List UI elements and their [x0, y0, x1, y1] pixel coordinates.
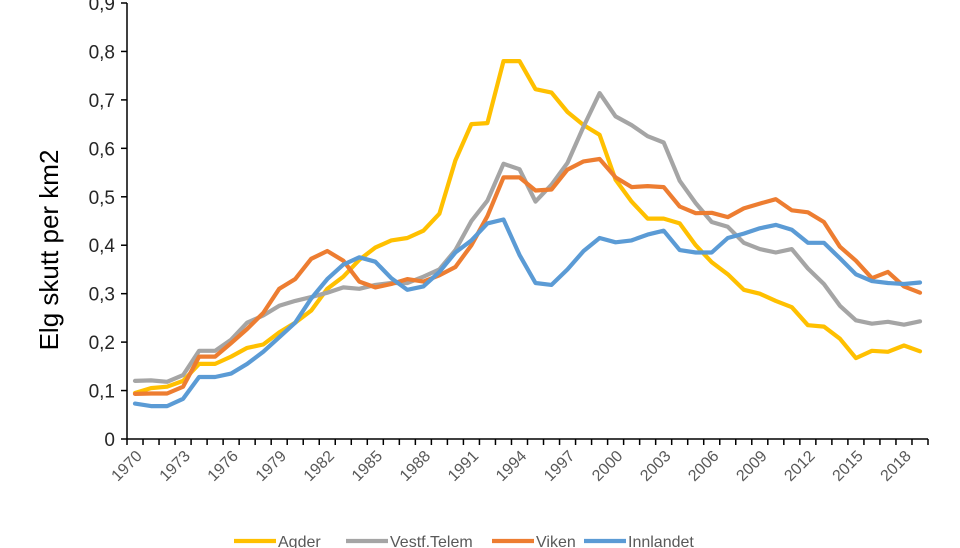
legend-label: Viken [536, 534, 576, 548]
x-tick-label: 1973 [157, 448, 194, 485]
y-tick-label: 0 [104, 430, 115, 451]
legend-item: Innlandet [584, 534, 694, 548]
x-tick-label: 1994 [493, 448, 530, 485]
axes [126, 3, 928, 440]
plot-lines [132, 58, 923, 409]
series-line-agder [132, 58, 923, 396]
x-tick-label: 1985 [349, 448, 386, 485]
series-line-viken [132, 156, 923, 396]
x-tick-label: 1997 [541, 448, 578, 485]
x-tick-label: 1982 [301, 448, 338, 485]
legend-item: Viken [492, 534, 576, 548]
x-tick-label: 1979 [253, 448, 290, 485]
y-tick-label: 0,8 [89, 42, 115, 63]
x-axis-ticks: 1970 1973 1976 1979 1982 1985 1988 1991 1994 1997… [109, 439, 929, 485]
x-tick-label: 1970 [109, 448, 146, 485]
x-tick-label: 1991 [445, 448, 482, 485]
y-axis-title: Elg skutt per km2 [34, 150, 64, 351]
x-tick-label: 1976 [205, 448, 242, 485]
y-tick-label: 0,1 [89, 382, 115, 403]
y-tick-label: 0,9 [89, 0, 115, 15]
x-tick-label: 2015 [830, 448, 867, 485]
legend-item: Agder [234, 534, 321, 548]
y-tick-label: 0,6 [89, 139, 115, 160]
legend: Agder Vestf.Telem Viken Innlandet [234, 534, 694, 548]
y-tick-label: 0,5 [89, 188, 115, 209]
series-line-innlandet [132, 217, 923, 409]
legend-label: Innlandet [628, 534, 694, 548]
legend-item: Vestf.Telem [346, 534, 473, 548]
x-tick-label: 2012 [781, 448, 818, 485]
x-tick-label: 2009 [733, 448, 770, 485]
y-tick-label: 0,3 [89, 285, 115, 306]
x-tick-label: 2003 [637, 448, 674, 485]
x-tick-label: 2000 [589, 448, 626, 485]
y-tick-label: 0,4 [89, 236, 116, 257]
y-tick-label: 0,7 [89, 91, 115, 112]
x-tick-label: 1988 [397, 448, 434, 485]
y-tick-label: 0,2 [89, 333, 115, 354]
legend-label: Vestf.Telem [390, 534, 473, 548]
x-tick-label: 2006 [685, 448, 722, 485]
y-axis-ticks: 0 0,1 0,2 0,3 0,4 0,5 0,6 0,7 0,8 0,9 [89, 0, 127, 451]
x-tick-label: 2018 [878, 448, 915, 485]
legend-label: Agder [278, 534, 321, 548]
